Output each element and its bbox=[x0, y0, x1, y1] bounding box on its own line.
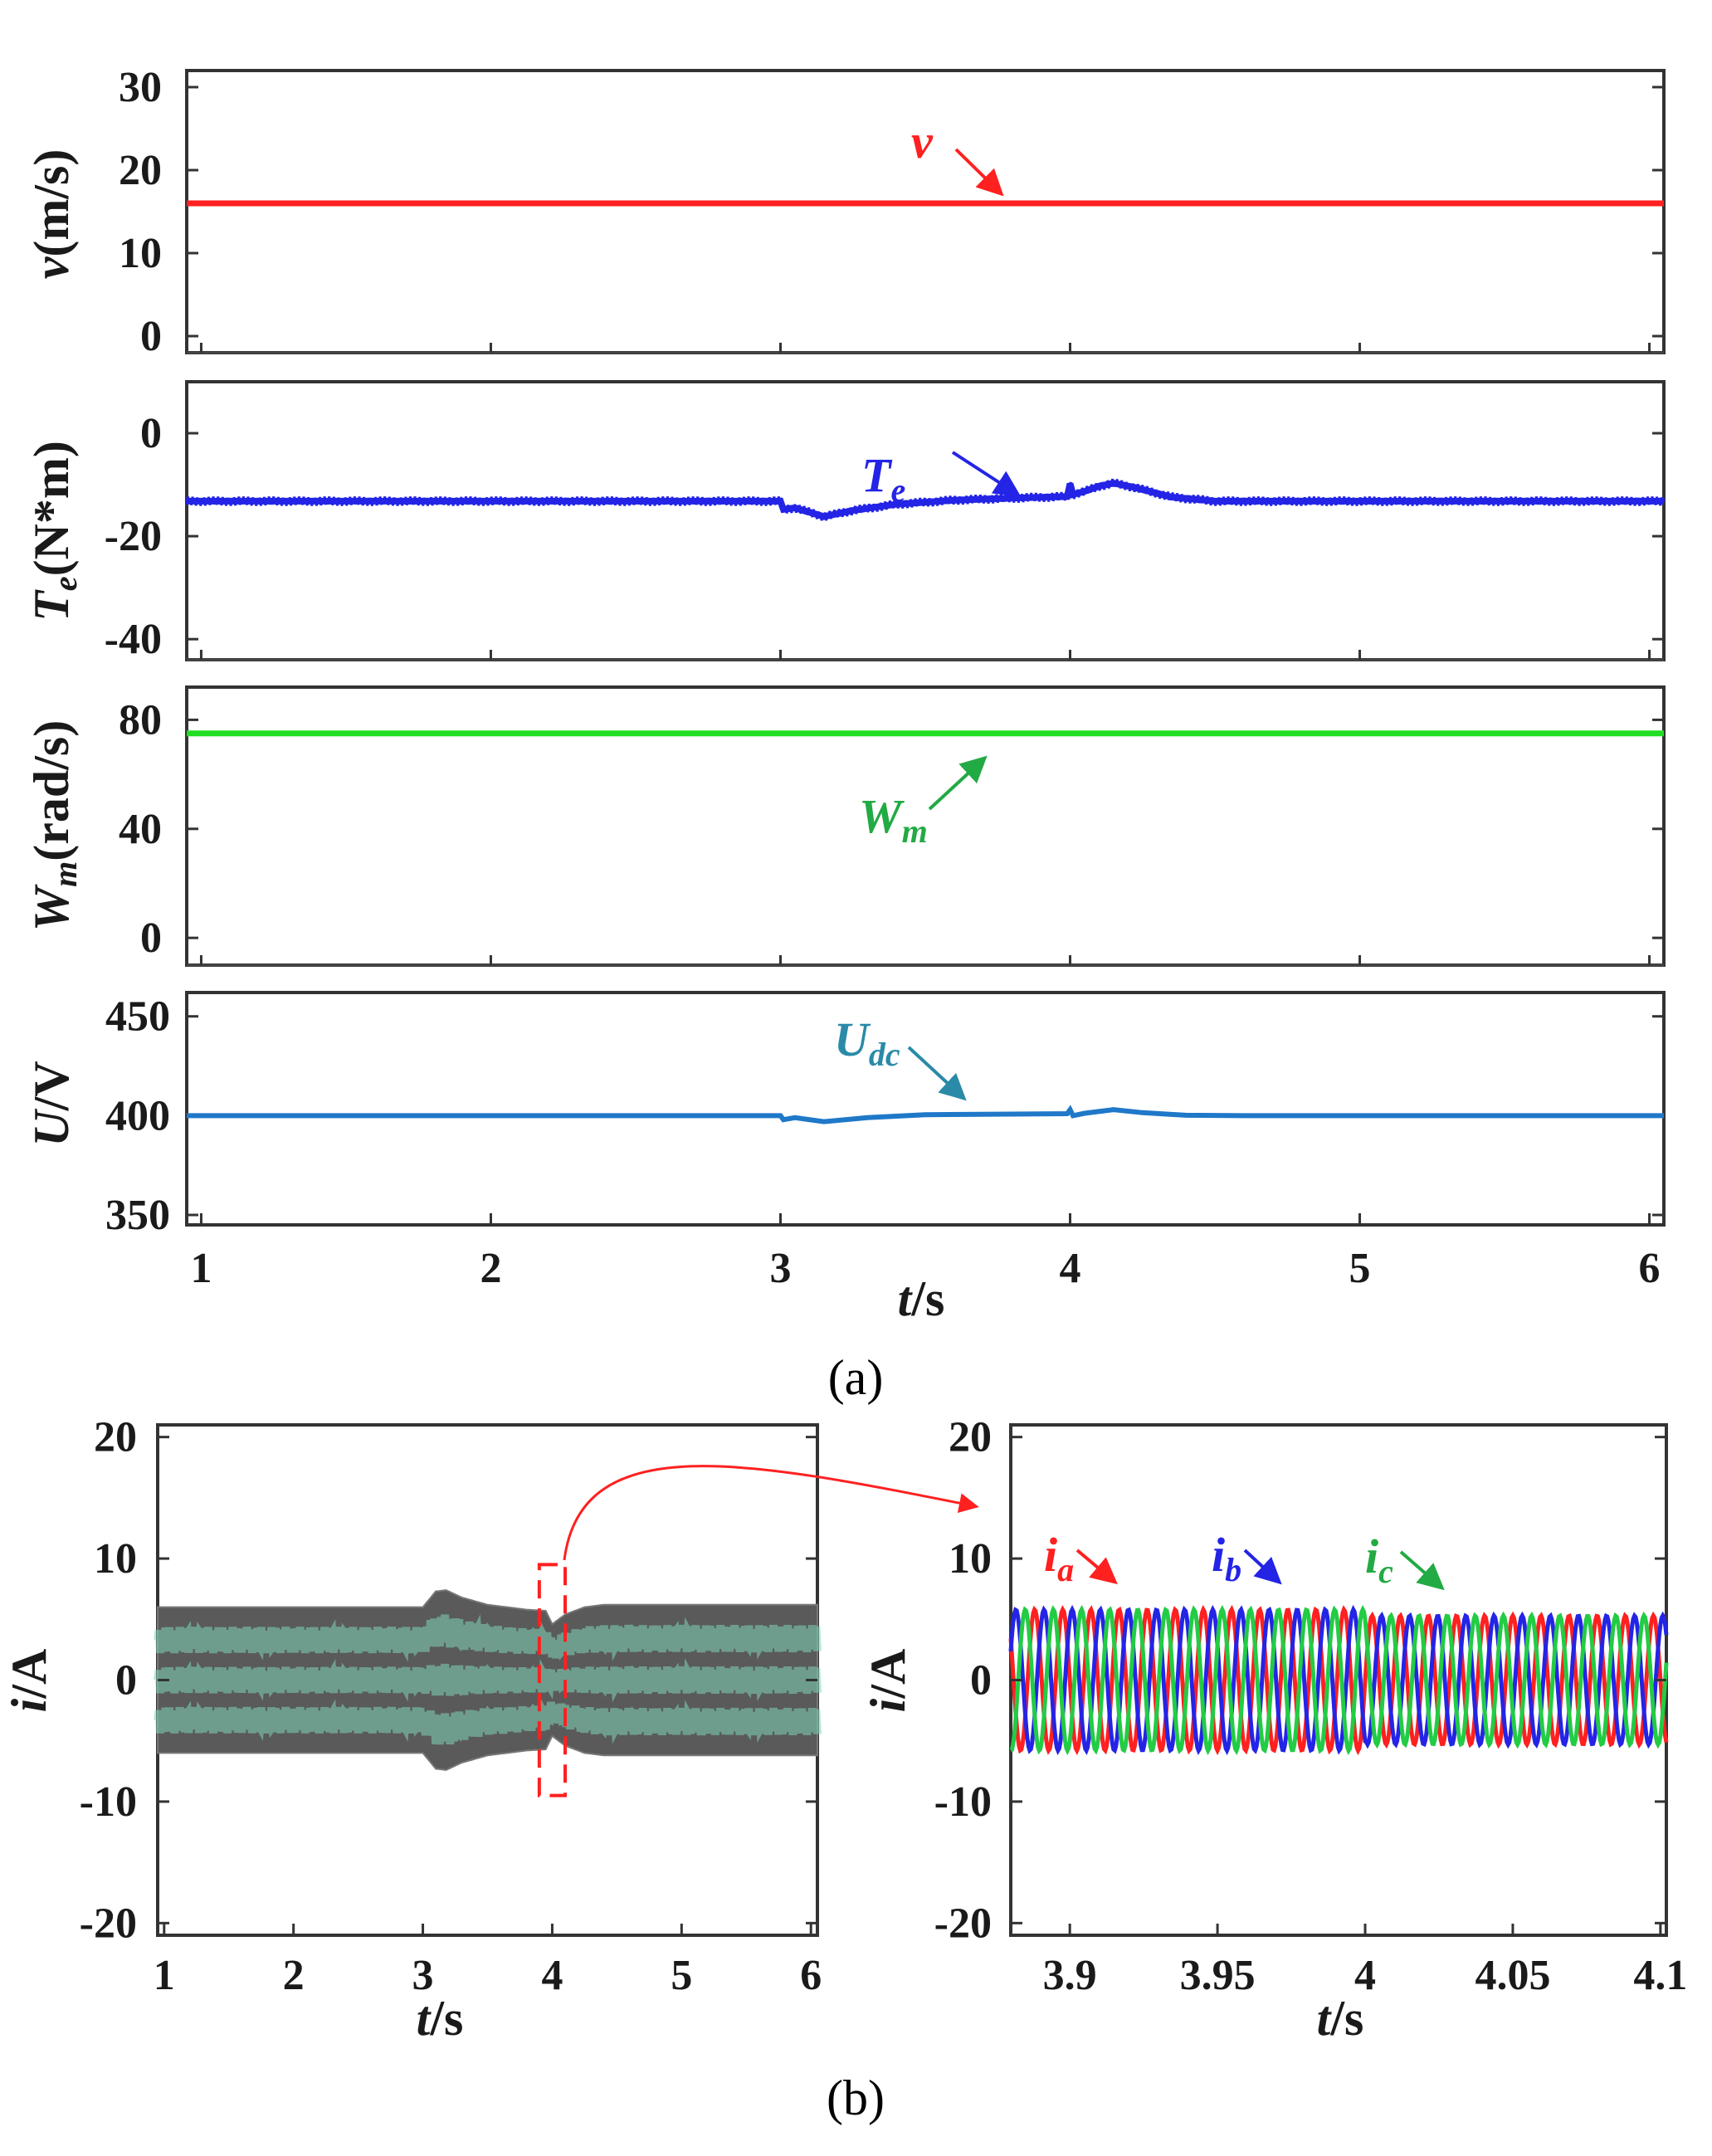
y-axis-label-wm: Wm(rad/s) bbox=[24, 720, 84, 931]
pointer-arrow-icon bbox=[928, 755, 988, 811]
y-tick-label: 0 bbox=[140, 313, 162, 360]
x-tick-label: 4.1 bbox=[1633, 1952, 1687, 1999]
y-tick-label: -20 bbox=[934, 1900, 992, 1947]
x-tick-label: 3.95 bbox=[1180, 1952, 1256, 1999]
y-tick-label: 350 bbox=[105, 1192, 170, 1239]
caption-b: (b) bbox=[827, 2071, 885, 2125]
x-tick-label: 2 bbox=[480, 1245, 501, 1292]
panel-a: 0 10 20 30 v(m/s) v -40 -20 0 Te(N*m) Te 0 40 8… bbox=[24, 64, 1666, 1405]
y-tick-label: 30 bbox=[119, 64, 162, 111]
y-ticks-te: -40 -20 0 bbox=[105, 410, 1664, 663]
annotation-ic: ic bbox=[1365, 1529, 1393, 1590]
plot-frame-udc bbox=[185, 991, 1666, 1227]
y-tick-label: 0 bbox=[140, 915, 162, 962]
y-tick-label: -10 bbox=[80, 1778, 137, 1826]
plot-frame-v bbox=[185, 69, 1666, 354]
y-tick-label: 20 bbox=[949, 1414, 992, 1461]
pointer-arrow-icon bbox=[951, 451, 1022, 497]
x-tick-label: 3.9 bbox=[1043, 1952, 1097, 1999]
x-tick-label: 4.05 bbox=[1475, 1952, 1550, 1999]
y-axis-label-b-right: i/A bbox=[861, 1649, 915, 1713]
x-tick-label: 4 bbox=[541, 1952, 563, 1999]
y-tick-label: 10 bbox=[94, 1535, 137, 1583]
envelope-texture-band bbox=[154, 1614, 822, 1662]
annotation-udc: Udc bbox=[834, 1012, 900, 1073]
y-tick-label: 10 bbox=[119, 230, 162, 277]
y-tick-label: -10 bbox=[934, 1778, 992, 1826]
plot-frame-te bbox=[185, 380, 1666, 661]
y-tick-label: -20 bbox=[80, 1900, 137, 1947]
annotation-te: Te bbox=[861, 448, 905, 509]
y-tick-label: 0 bbox=[115, 1657, 137, 1705]
pointer-arrow-icon bbox=[1075, 1549, 1118, 1585]
caption-a: (a) bbox=[828, 1350, 884, 1405]
x-tick-label: 3 bbox=[412, 1952, 434, 1999]
y-tick-label: 80 bbox=[119, 696, 162, 744]
envelope-texture-band bbox=[154, 1697, 822, 1745]
annotation-wm: Wm bbox=[859, 789, 928, 850]
y-axis-label-te: Te(N*m) bbox=[24, 441, 84, 622]
x-ticks-b-left: 1 2 3 4 5 6 bbox=[154, 1924, 822, 1999]
zoom-region-box bbox=[537, 1563, 568, 1797]
x-tick-label: 4 bbox=[1354, 1952, 1376, 1999]
panel-b-right: -20 -10 0 10 20 3.9 3.95 4 4.05 4.1 ia ib ic i/A… bbox=[861, 1414, 1687, 2046]
y-tick-label: -20 bbox=[105, 513, 162, 560]
y-axis-label-udc: U/V bbox=[24, 1061, 79, 1146]
panel-b-left: -20 -10 0 10 20 1 2 3 4 5 6 i/A t/s bbox=[2, 1414, 979, 2046]
curved-arrow-icon bbox=[563, 1465, 979, 1561]
x-axis-label-a: t/s bbox=[898, 1271, 945, 1326]
x-ticks-a: 1 2 3 4 5 6 bbox=[190, 343, 1661, 1292]
pointer-arrow-icon bbox=[1243, 1549, 1282, 1585]
y-ticks-b-right: -20 -10 0 10 20 bbox=[934, 1414, 1666, 1947]
y-tick-label: -40 bbox=[105, 616, 162, 663]
x-tick-label: 2 bbox=[283, 1952, 305, 1999]
y-tick-label: 400 bbox=[105, 1092, 170, 1139]
y-tick-label: 0 bbox=[970, 1657, 992, 1705]
y-tick-label: 20 bbox=[94, 1414, 137, 1461]
y-tick-label: 40 bbox=[119, 806, 162, 853]
series-line-te bbox=[187, 480, 1664, 520]
x-tick-label: 4 bbox=[1060, 1245, 1081, 1292]
y-tick-label: 20 bbox=[119, 147, 162, 194]
current-envelope-texture bbox=[154, 1614, 822, 1745]
subplot-te: -40 -20 0 Te(N*m) Te bbox=[24, 380, 1666, 663]
x-tick-label: 1 bbox=[190, 1245, 212, 1292]
annotation-ia: ia bbox=[1044, 1528, 1074, 1588]
envelope-texture-band bbox=[154, 1657, 822, 1703]
y-tick-label: 0 bbox=[140, 410, 162, 457]
pointer-arrow-icon bbox=[954, 148, 1004, 197]
annotation-ib: ib bbox=[1212, 1528, 1241, 1588]
x-axis-label-b-right: t/s bbox=[1317, 1991, 1364, 2046]
subplot-wm: 0 40 80 Wm(rad/s) Wm bbox=[24, 685, 1666, 967]
series-line-ic bbox=[1009, 1604, 1669, 1756]
x-ticks-b-right: 3.9 3.95 4 4.05 4.1 bbox=[1043, 1924, 1687, 1999]
x-tick-label: 1 bbox=[154, 1952, 175, 1999]
subplot-v: 0 10 20 30 v(m/s) v bbox=[24, 64, 1666, 360]
y-ticks-udc: 350 400 450 bbox=[105, 993, 1664, 1239]
x-tick-label: 5 bbox=[1349, 1245, 1371, 1292]
x-axis-label-b-left: t/s bbox=[417, 1991, 464, 2046]
y-ticks-wm: 0 40 80 bbox=[119, 696, 1664, 962]
x-tick-label: 6 bbox=[800, 1952, 822, 1999]
y-axis-label-b-left: i/A bbox=[2, 1649, 56, 1713]
y-ticks-b-left: -20 -10 0 10 20 bbox=[80, 1414, 817, 1947]
pointer-arrow-icon bbox=[1399, 1550, 1445, 1591]
series-line-udc bbox=[187, 1105, 1664, 1124]
y-tick-label: 450 bbox=[105, 993, 170, 1041]
pointer-arrow-icon bbox=[907, 1046, 967, 1101]
x-tick-label: 6 bbox=[1639, 1245, 1661, 1292]
annotation-v: v bbox=[911, 115, 934, 168]
y-axis-label-v: v(m/s) bbox=[24, 149, 79, 280]
x-tick-label: 3 bbox=[769, 1245, 791, 1292]
y-ticks-v: 0 10 20 30 bbox=[119, 64, 1664, 360]
x-tick-label: 5 bbox=[671, 1952, 692, 1999]
y-tick-label: 10 bbox=[949, 1535, 992, 1583]
